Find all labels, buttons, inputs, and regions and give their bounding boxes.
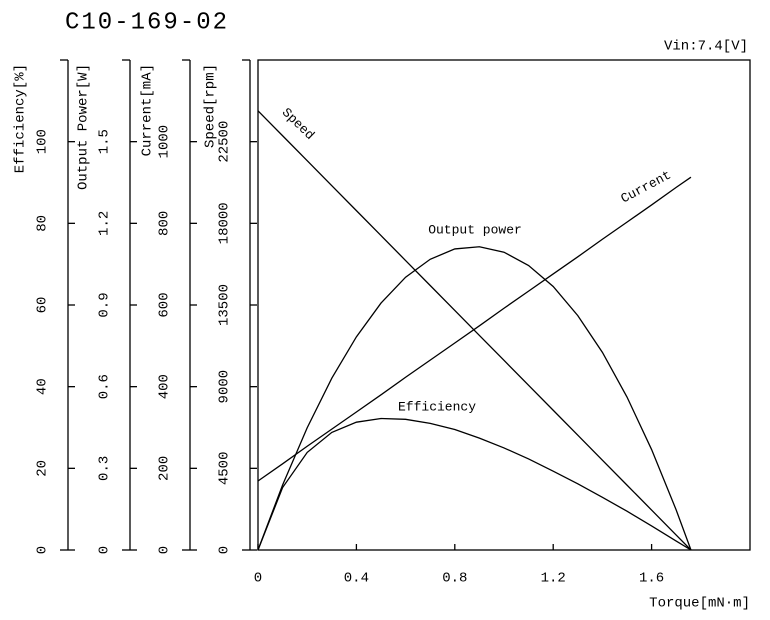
series-label: Current — [618, 168, 673, 207]
y-tick-label: 60 — [35, 297, 51, 314]
y-tick-label: 100 — [35, 129, 51, 154]
y-tick-label: 0.6 — [97, 374, 113, 399]
series-label: Output power — [428, 222, 522, 237]
series-line — [257, 110, 692, 551]
y-tick-label: 600 — [157, 292, 173, 317]
plot-frame — [257, 59, 751, 551]
subtitle: Vin:7.4[V] — [664, 39, 748, 55]
y-tick-label: 20 — [35, 460, 51, 477]
y-tick-label: 200 — [157, 456, 173, 481]
x-tick-label: 0.8 — [442, 571, 467, 587]
y-axis-title: Speed[rpm] — [203, 64, 219, 148]
y-tick-label: 400 — [157, 374, 173, 399]
y-tick-label: 22500 — [217, 121, 233, 163]
y-tick-label: 0 — [157, 546, 173, 554]
y-tick-label: 80 — [35, 215, 51, 232]
x-tick-label: 1.6 — [639, 571, 664, 587]
chart-title: C10-169-02 — [65, 9, 229, 36]
y-tick-label: 1000 — [157, 125, 173, 159]
y-tick-label: 4500 — [217, 452, 233, 486]
y-tick-label: 1.2 — [97, 211, 113, 236]
y-tick-label: 0 — [97, 546, 113, 554]
y-tick-label: 9000 — [217, 370, 233, 404]
y-tick-label: 40 — [35, 378, 51, 395]
x-tick-label: 1.2 — [541, 571, 566, 587]
y-tick-label: 18000 — [217, 202, 233, 244]
y-tick-label: 0 — [35, 546, 51, 554]
y-tick-label: 0 — [217, 546, 233, 554]
y-axis-title: Efficiency[%] — [13, 64, 29, 173]
series-line — [257, 176, 692, 482]
y-tick-label: 0.3 — [97, 456, 113, 481]
y-axis-title: Current[mA] — [140, 64, 156, 156]
y-tick-label: 800 — [157, 211, 173, 236]
series-line — [257, 417, 692, 551]
x-axis-label: Torque[mN·m] — [649, 596, 750, 612]
y-axis-title: Output Power[W] — [76, 64, 92, 190]
series-line — [257, 246, 692, 551]
series-label: Efficiency — [398, 399, 476, 414]
y-tick-label: 0.9 — [97, 292, 113, 317]
x-tick-label: 0 — [254, 571, 262, 587]
x-tick-label: 0.4 — [344, 571, 369, 587]
y-tick-label: 13500 — [217, 284, 233, 326]
y-tick-label: 1.5 — [97, 129, 113, 154]
